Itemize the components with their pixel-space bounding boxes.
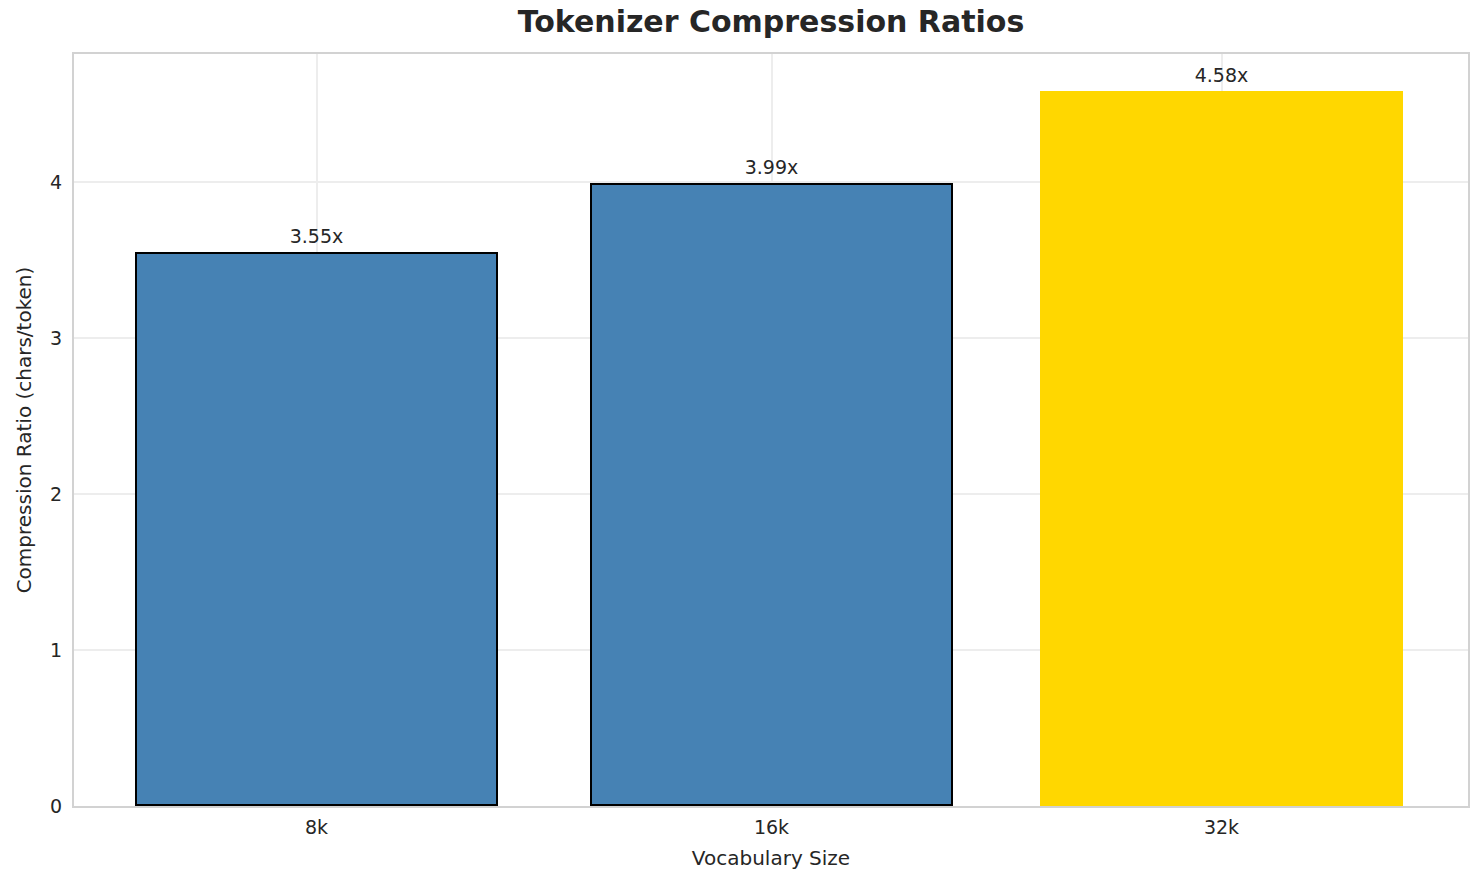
x-axis-label: Vocabulary Size: [72, 846, 1470, 870]
bar-32k: [1040, 91, 1403, 806]
bar-value-label-32k: 4.58x: [1162, 64, 1282, 86]
x-tick-label-8k: 8k: [237, 815, 397, 839]
y-axis-label: Compression Ratio (chars/token): [12, 267, 36, 594]
x-tick-label-32k: 32k: [1142, 815, 1302, 839]
bar-8k: [135, 252, 498, 806]
x-tick-label-16k: 16k: [692, 815, 852, 839]
y-tick-label-1: 1: [12, 639, 62, 661]
chart-title: Tokenizer Compression Ratios: [72, 4, 1470, 39]
y-tick-label-0: 0: [12, 795, 62, 817]
bar-value-label-16k: 3.99x: [712, 156, 832, 178]
bar-value-label-8k: 3.55x: [257, 225, 377, 247]
y-tick-label-4: 4: [12, 171, 62, 193]
bar-16k: [590, 183, 953, 806]
bar-chart-figure: Tokenizer Compression Ratios 3.55x 3.99x 4…: [0, 0, 1483, 885]
